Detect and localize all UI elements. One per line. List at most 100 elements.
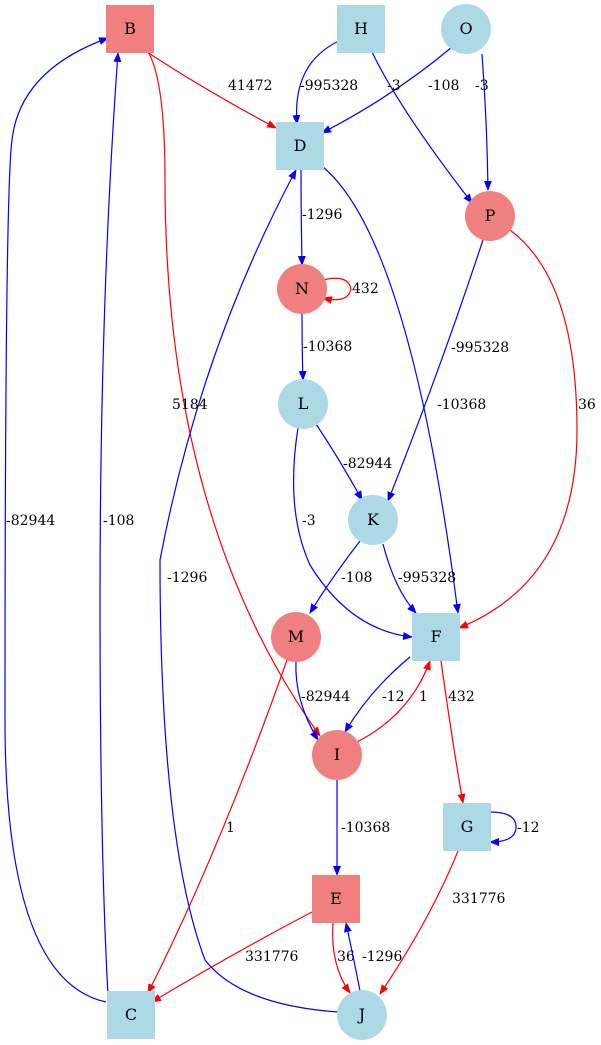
edge-label: 5184 [172,397,208,413]
edge-label: -1296 [362,949,402,965]
edge-I-F: 1 [356,660,431,743]
edge-O-D: -108 [321,46,459,134]
node-label: F [430,627,441,646]
edge-line [298,312,307,381]
node-label: G [461,817,474,836]
edge-line [297,169,306,266]
edge-label: 41472 [228,78,273,94]
edge-label: 432 [448,689,475,705]
edge-O-P: -3 [475,53,492,191]
node-O: O [441,4,491,54]
edge-P-K: -995328 [387,239,509,502]
node-shape [443,803,491,851]
node-label: C [125,1005,137,1024]
node-label: J [357,1005,365,1024]
edge-C-B: -108 [99,52,134,996]
edge-line [151,911,313,1003]
node-M: M [271,612,321,662]
edge-K-M: -108 [309,540,372,614]
edge-G-J: 331776 [379,850,506,995]
edge-M-C: 1 [147,659,288,994]
node-shape [312,730,362,780]
edge-line [147,659,288,994]
edge-line [4,37,109,1003]
node-N: N [277,264,327,314]
edge-line [292,427,413,640]
edge-line [322,166,461,614]
edge-N-L: -10368 [298,312,352,381]
edge-label: -10368 [437,397,486,413]
node-label: K [367,510,380,529]
edge-M-I: -82944 [295,660,350,741]
node-label: D [294,136,307,155]
node-K: K [348,495,398,545]
node-J: J [337,990,387,1040]
node-shape [412,613,460,661]
node-label: M [288,627,304,646]
node-C: C [107,991,155,1039]
node-I: I [312,730,362,780]
edge-line [322,277,352,304]
edge-line [292,39,342,125]
node-shape [106,5,154,53]
node-shape [465,191,515,241]
node-E: E [312,875,360,923]
edge-label: -82944 [6,513,55,529]
edge-line [371,51,473,204]
edge-label: -995328 [451,340,509,356]
edge-label: 432 [352,281,379,297]
edge-E-C: 331776 [151,911,313,1003]
edge-line [344,656,411,733]
node-label: N [295,279,309,298]
node-B: B [106,5,154,53]
node-label: E [330,889,342,908]
node-shape [107,991,155,1039]
node-shape [271,612,321,662]
edge-line [332,922,351,994]
edge-label: 1 [226,820,235,836]
edge-label: -82944 [343,456,392,472]
edge-label: -82944 [301,689,350,705]
node-F: F [412,613,460,661]
edge-label: 36 [337,949,355,965]
edge-label: -108 [103,513,134,529]
edge-line [309,540,361,614]
edge-label: -3 [387,78,401,94]
edge-H-D: -995328 [292,39,358,125]
node-shape [441,4,491,54]
edge-J-E: -1296 [343,922,402,992]
edge-C-B: -82944 [4,37,109,1003]
edge-label: 36 [578,397,596,413]
edge-line [440,660,466,804]
edge-line [315,423,363,501]
edge-line [159,169,339,1013]
edge-label: -10368 [303,339,352,355]
node-shape [337,990,387,1040]
edge-label: 331776 [245,949,299,965]
edge-label: -995328 [398,570,456,586]
edge-label: -12 [382,689,405,705]
edge-label: -12 [517,820,540,836]
edge-label: -1296 [167,570,207,586]
edge-I-E: -10368 [333,778,390,876]
edge-K-F: -995328 [382,543,456,614]
edge-line [458,229,578,629]
node-shape [337,5,385,53]
edge-E-J: 36 [332,922,355,994]
node-G: G [443,803,491,851]
edge-line [343,922,361,992]
edge-label: 331776 [452,891,506,907]
edge-L-F: -3 [292,427,413,640]
edges-layer: 41472 -995328 -108 -3 -3 -1296 432 -10368 -99532… [4,37,596,1013]
edge-label: -108 [428,78,459,94]
edge-line [382,543,417,614]
edge-label: -10368 [341,820,390,836]
edge-N-N: 432 [322,277,379,304]
edge-D-F: -10368 [322,166,486,614]
edge-label: -3 [475,78,489,94]
edge-label: -1296 [302,207,342,223]
node-shape [348,495,398,545]
edge-B-I: 5184 [147,51,321,737]
node-label: H [354,19,368,38]
edge-H-P: -3 [371,51,473,204]
